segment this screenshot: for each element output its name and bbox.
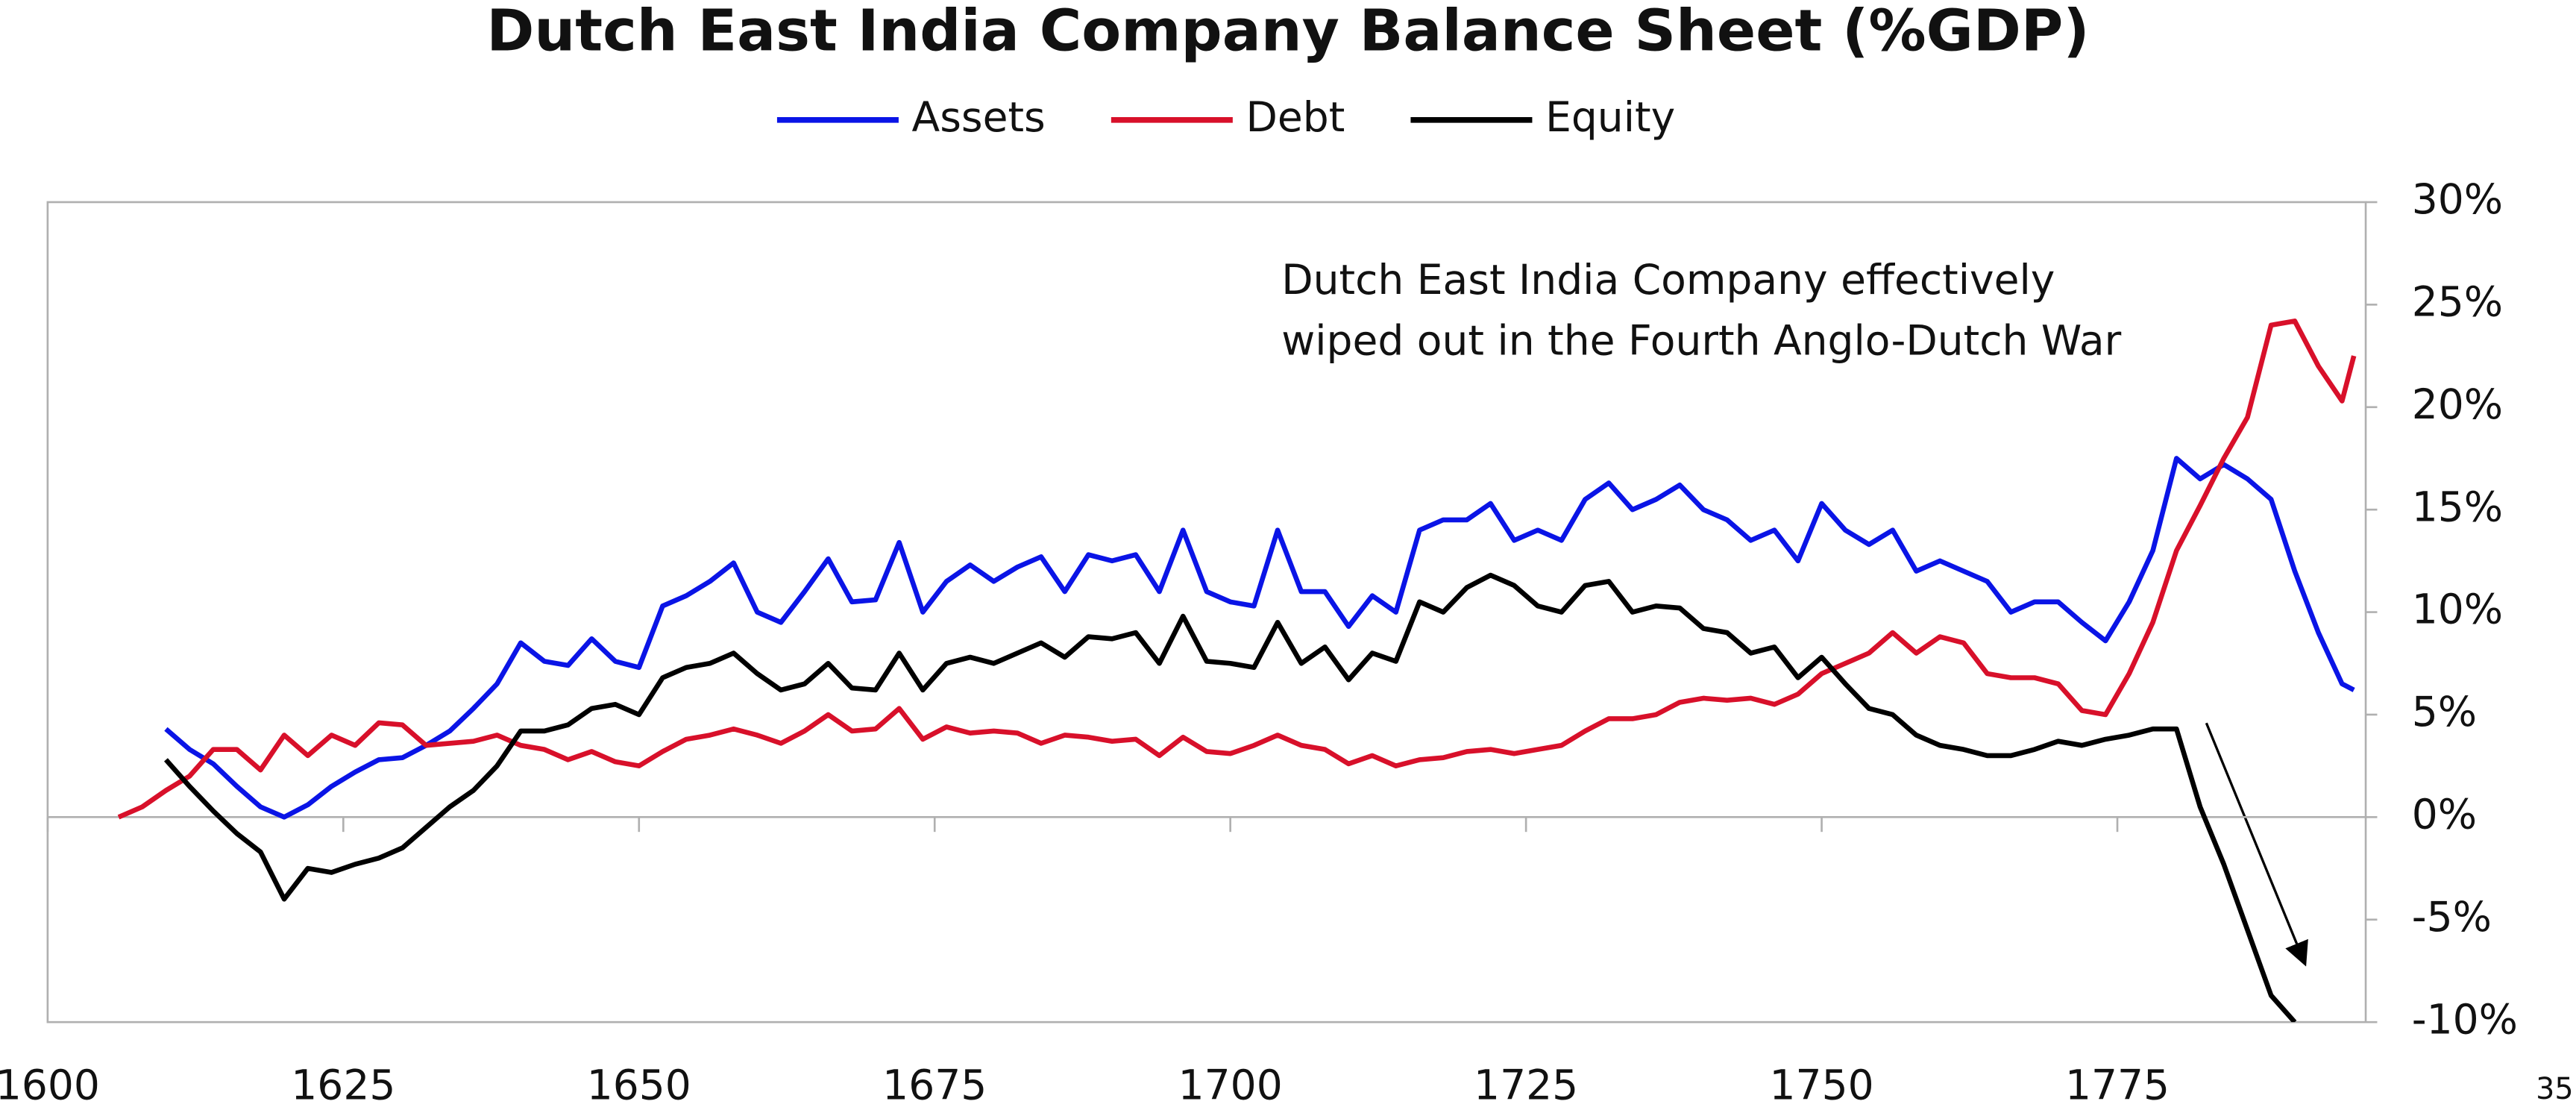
- y-tick-label: 15%: [2412, 483, 2503, 530]
- series-line: [117, 319, 2357, 820]
- annotation: wiped out in the Fourth Anglo-Dutch War: [1281, 317, 2121, 365]
- legend-label: Assets: [912, 93, 1046, 141]
- y-tick-label: 20%: [2412, 380, 2503, 428]
- y-tick-label: -10%: [2412, 995, 2518, 1043]
- legend-label: Debt: [1246, 93, 1345, 141]
- legend-label: Equity: [1545, 93, 1675, 141]
- x-tick-label: 1650: [587, 1061, 691, 1109]
- page-number: 35: [2536, 1072, 2573, 1106]
- plot-area: [117, 319, 2357, 1023]
- x-tick-label: 1600: [0, 1061, 100, 1109]
- y-tick-label: 30%: [2412, 175, 2503, 223]
- y-tick-label: 5%: [2412, 688, 2477, 736]
- x-tick-label: 1675: [882, 1061, 987, 1109]
- series-line: [164, 456, 2355, 820]
- x-tick-label: 1775: [2065, 1061, 2170, 1109]
- chart-title: Dutch East India Company Balance Sheet (…: [486, 0, 2089, 64]
- x-tick-label: 1750: [1770, 1061, 1874, 1109]
- series-line: [163, 572, 2297, 1023]
- annotation-arrow: [2205, 722, 2308, 967]
- x-tick-label: 1700: [1178, 1061, 1283, 1109]
- x-tick-label: 1625: [291, 1061, 395, 1109]
- y-tick-label: 10%: [2412, 586, 2503, 633]
- y-tick-label: 25%: [2412, 278, 2503, 325]
- y-tick-label: 0%: [2412, 790, 2477, 838]
- annotation: Dutch East India Company effectively: [1281, 256, 2055, 304]
- y-tick-label: -5%: [2412, 893, 2492, 941]
- x-tick-label: 1725: [1474, 1061, 1578, 1109]
